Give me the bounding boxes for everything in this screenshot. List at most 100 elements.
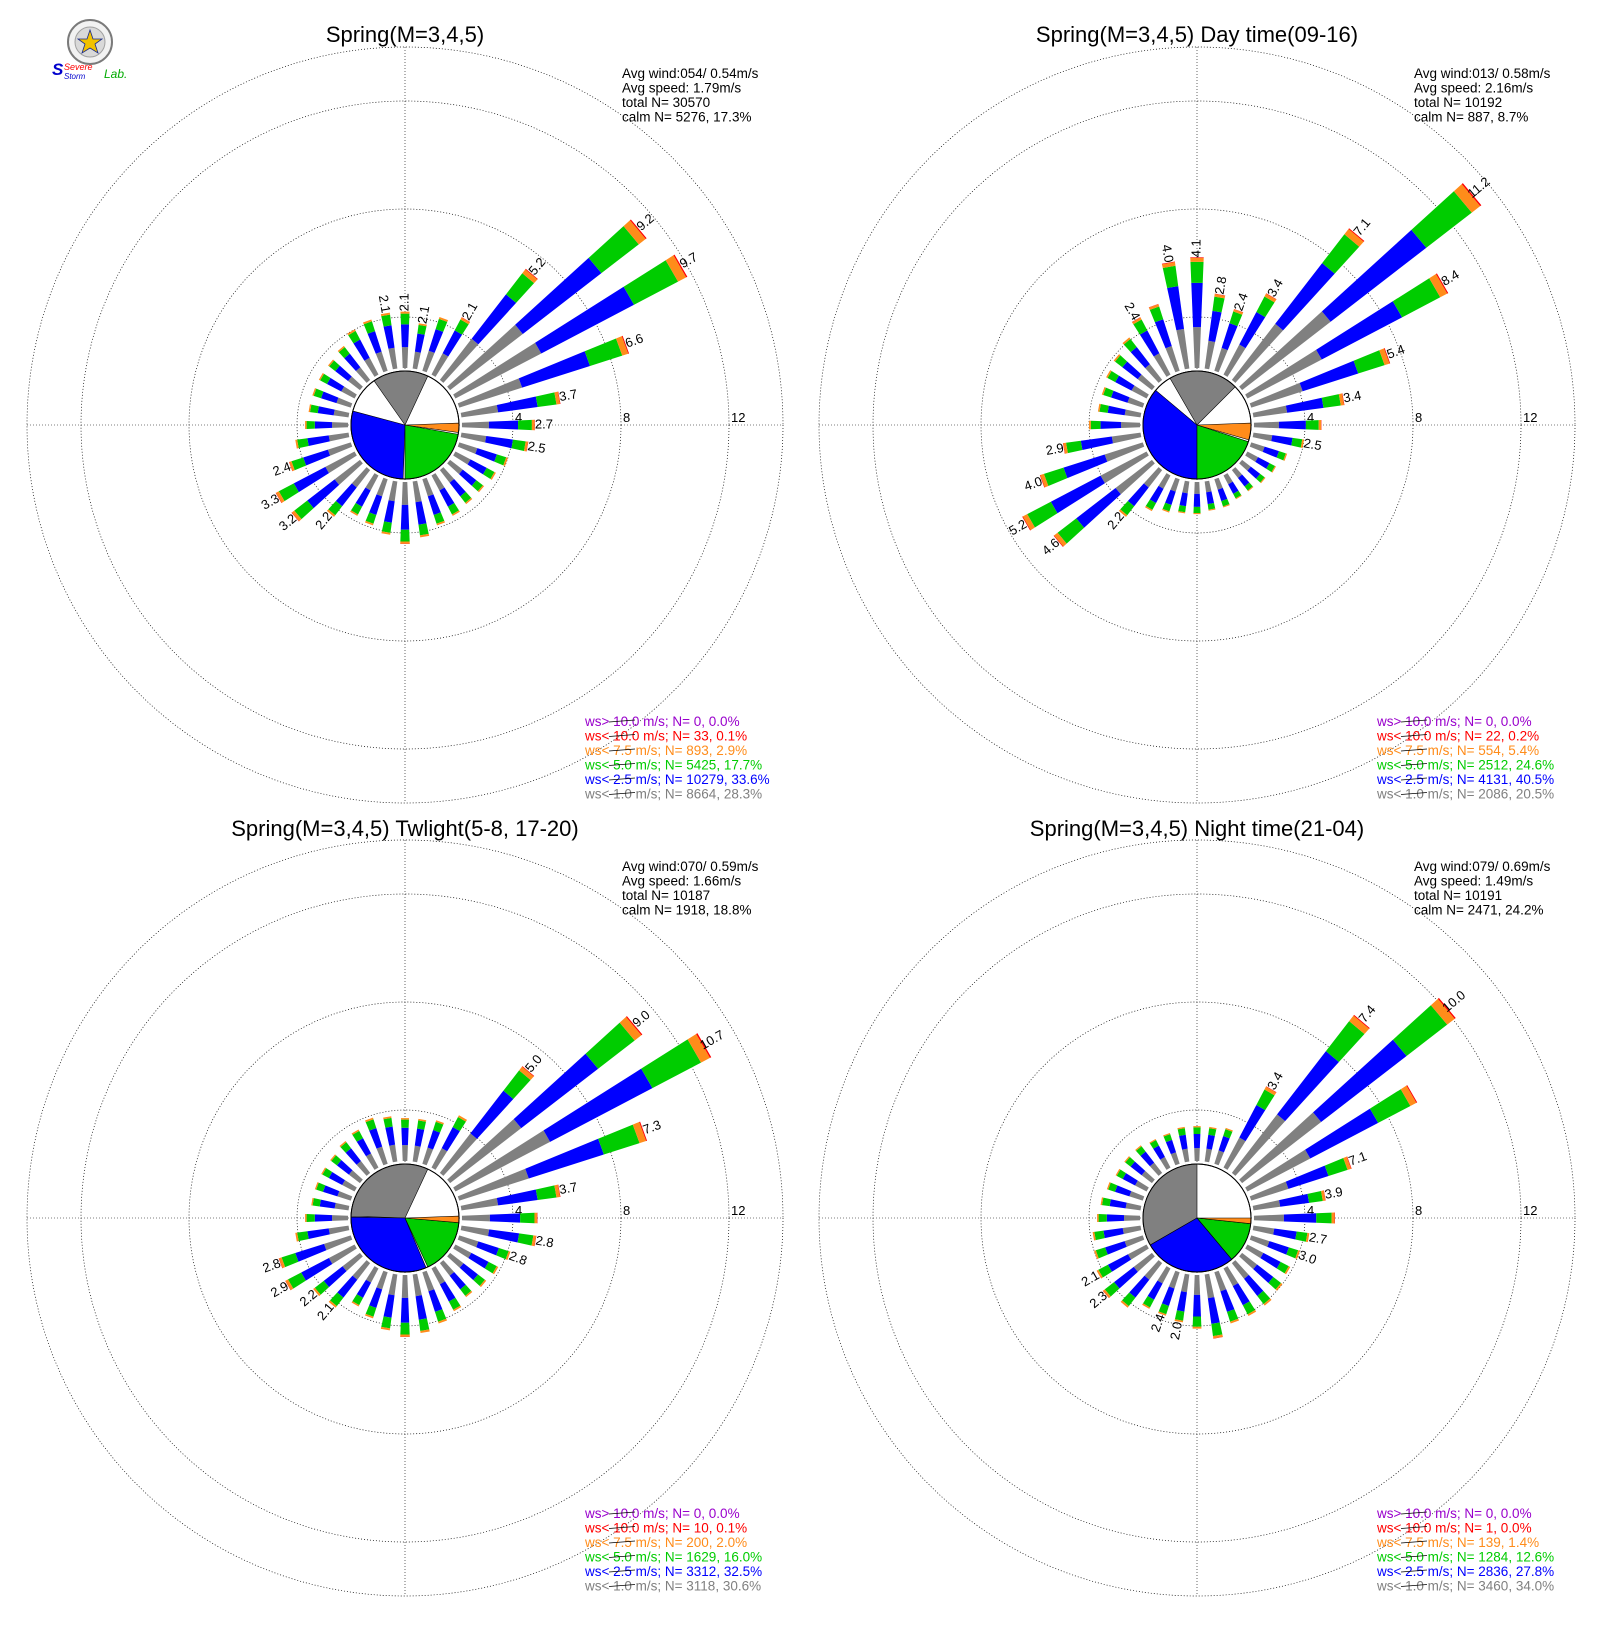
bar-segment (1223, 1266, 1238, 1286)
bar-segment (415, 1129, 424, 1147)
bar-segment (1063, 454, 1107, 478)
bar-segment (356, 367, 370, 383)
bar-segment (1308, 1191, 1323, 1203)
bar-segment (1159, 473, 1171, 489)
radial-tick-label: 12 (731, 410, 745, 425)
panel-title: Spring(M=3,4,5) Day time(09-16) (1036, 22, 1358, 47)
svg-text:S: S (52, 60, 64, 79)
calm-slice (405, 425, 458, 479)
bar-segment (1148, 1281, 1163, 1300)
bar-segment (313, 1198, 321, 1206)
bar-segment (1325, 1158, 1348, 1176)
bar-segment (353, 340, 369, 361)
bar-value-label: 2.4 (271, 459, 293, 479)
stat-line: Avg speed: 1.66m/s (622, 874, 741, 889)
bar-segment (1128, 1244, 1149, 1259)
panel-title: Spring(M=3,4,5) Twlight(5-8, 17-20) (231, 816, 578, 841)
legend-entry: ws< 5.0 m/s; N= 5425, 17.7% (584, 758, 762, 773)
bar-segment (297, 1231, 309, 1241)
bar-segment (1279, 1194, 1309, 1207)
wind-bar-180 (400, 1275, 410, 1337)
legend-entry: ws< 1.0 m/s; N= 8664, 28.3% (584, 787, 762, 802)
wind-bar-180 (400, 482, 410, 544)
legend-entry: ws< 5.0 m/s; N= 2512, 24.6% (1376, 758, 1554, 773)
legend-entry: ws> 10.0 m/s; N= 0, 0.0% (1376, 1506, 1532, 1521)
legend-entry: ws< 2.5 m/s; N= 3312, 32.5% (584, 1564, 762, 1579)
bar-segment (1253, 406, 1287, 418)
legend-entry: ws< 1.0 m/s; N= 3460, 34.0% (1376, 1579, 1554, 1594)
bar-value-label: 7.3 (641, 1117, 663, 1137)
bar-segment (534, 1213, 537, 1224)
wind-bar-190 (1178, 481, 1189, 514)
bar-segment (401, 1298, 409, 1323)
bar-segment (401, 314, 410, 325)
bar-segment (400, 1323, 409, 1335)
bar-segment (1286, 398, 1324, 413)
bar-segment (1205, 341, 1215, 370)
stat-line: Avg wind:054/ 0.54m/s (622, 66, 759, 81)
bar-segment (1286, 1166, 1329, 1189)
bar-segment (1145, 364, 1162, 383)
calm-pie (351, 371, 459, 479)
bar-segment (1208, 503, 1216, 510)
bar-segment (1253, 433, 1273, 442)
bar-segment (422, 1148, 433, 1166)
bar-segment (1111, 391, 1129, 403)
bar-segment (389, 481, 398, 502)
bar-segment (1205, 481, 1212, 493)
stat-line: Avg wind:013/ 0.58m/s (1414, 66, 1551, 81)
bar-value-label: 2.9 (1045, 440, 1065, 458)
bar-value-label: 2.7 (1308, 1229, 1328, 1247)
bar-segment (342, 1180, 357, 1191)
bar-segment (518, 420, 532, 430)
bar-segment (1267, 1241, 1289, 1255)
radial-tick-label: 12 (1523, 1203, 1537, 1218)
bar-segment (422, 351, 434, 373)
bar-segment (419, 1318, 430, 1331)
bar-value-label: 3.7 (558, 1179, 578, 1197)
bar-segment (329, 433, 350, 442)
wind-bar-0 (1193, 1126, 1200, 1161)
bar-segment (1124, 1215, 1140, 1221)
bar-value-label: 2.8 (534, 1233, 554, 1251)
bar-value-label: 3.9 (1323, 1184, 1343, 1202)
bar-segment (365, 473, 378, 490)
bar-segment (440, 1260, 454, 1276)
bar-segment (1253, 1200, 1281, 1210)
bar-segment (1254, 1215, 1284, 1222)
bar-segment (307, 435, 329, 446)
bar-value-label: 4.1 (1188, 239, 1203, 257)
bar-segment (1107, 1214, 1124, 1221)
stat-line: Avg speed: 1.49m/s (1414, 874, 1533, 889)
bar-segment (382, 521, 392, 533)
bar-segment (369, 1287, 382, 1308)
bar-segment (415, 333, 425, 352)
bar-segment (381, 315, 391, 327)
bar-segment (1108, 406, 1126, 415)
bar-segment (1182, 481, 1189, 494)
legend-entry: ws> 10.0 m/s; N= 0, 0.0% (584, 1506, 740, 1521)
bar-segment (349, 1170, 363, 1183)
bar-value-label: 2.0 (1167, 1320, 1185, 1340)
bar-segment (384, 1294, 395, 1318)
bar-segment (1194, 1148, 1200, 1161)
bar-segment (332, 422, 348, 428)
bar-segment (439, 488, 454, 507)
bar-segment (418, 523, 428, 535)
bar-segment (461, 405, 498, 417)
radial-tick-label: 8 (623, 410, 630, 425)
wind-bar-270 (1097, 1214, 1140, 1222)
bar-segment (305, 421, 307, 429)
bar-segment (476, 1241, 499, 1255)
bar-segment (413, 481, 422, 503)
bar-segment (1128, 483, 1149, 506)
bar-segment (401, 1128, 408, 1145)
bar-segment (348, 377, 363, 391)
bar-segment (369, 494, 382, 515)
bar-segment (1105, 1241, 1127, 1255)
bar-segment (1194, 1275, 1200, 1295)
bar-segment (1295, 1231, 1307, 1241)
bar-segment (1162, 1286, 1175, 1306)
bar-segment (461, 1226, 490, 1236)
stat-line: calm N= 887, 8.7% (1414, 110, 1528, 125)
